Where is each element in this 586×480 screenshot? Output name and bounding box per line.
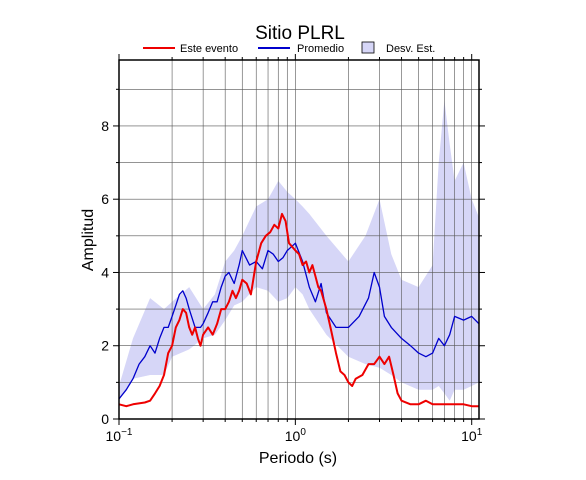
legend-swatch-desv-est- <box>361 41 375 54</box>
legend: Este evento Promedio Desv. Est. <box>143 41 435 55</box>
x-axis-label: Periodo (s) <box>259 450 337 467</box>
chart-title: Sitio PLRL <box>255 23 345 44</box>
series-line-este-evento <box>118 212 479 408</box>
legend-label-este-evento: Este evento <box>180 43 238 55</box>
legend-label-promedio: Promedio <box>297 43 344 55</box>
grid-layer <box>119 60 479 419</box>
std-dev-band-layer <box>119 100 479 401</box>
legend-label-desv-est-: Desv. Est. <box>386 43 435 55</box>
std-dev-band <box>119 100 479 401</box>
y-tick-label: 6 <box>101 191 109 207</box>
y-axis-label: Amplitud <box>80 209 97 271</box>
series-layer <box>118 212 480 408</box>
y-tick-label: 0 <box>101 411 109 427</box>
series-line-promedio <box>118 242 480 400</box>
plot-frame <box>118 59 480 420</box>
y-tick-label: 4 <box>101 264 109 280</box>
y-tick-label: 2 <box>101 338 109 354</box>
y-tick-label: 8 <box>101 118 109 134</box>
